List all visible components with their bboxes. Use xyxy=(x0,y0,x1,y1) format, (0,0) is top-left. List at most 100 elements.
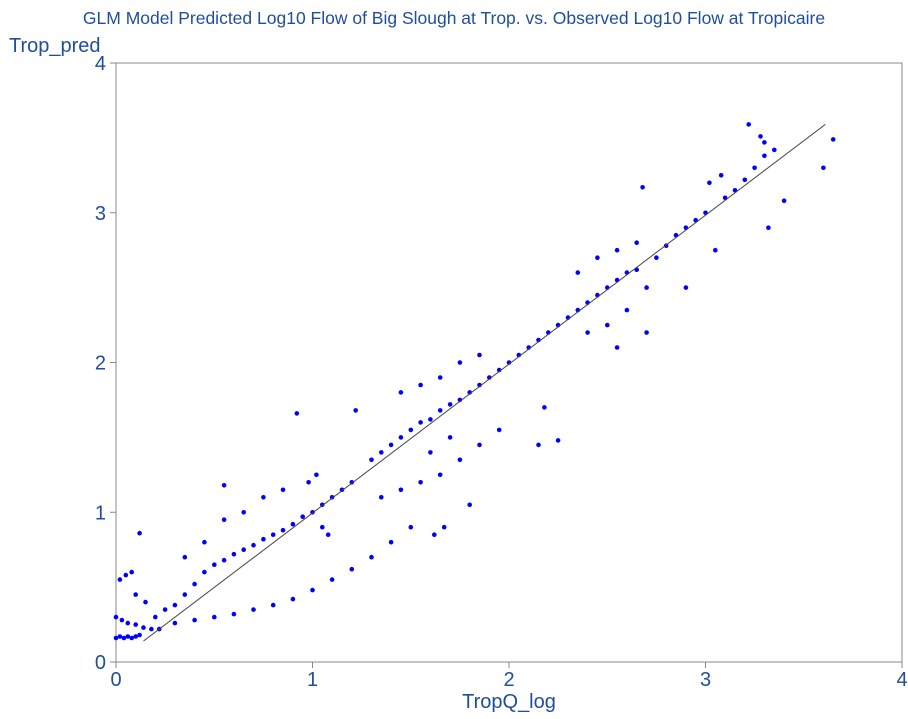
data-point xyxy=(418,480,423,485)
fit-line xyxy=(143,123,826,642)
data-point xyxy=(113,635,119,641)
data-point xyxy=(294,411,300,416)
data-point xyxy=(349,480,355,485)
data-point xyxy=(231,611,237,617)
data-point xyxy=(143,599,148,605)
data-point xyxy=(821,165,826,171)
x-axis-label: TropQ_log xyxy=(462,691,556,713)
data-point xyxy=(231,551,237,557)
data-point xyxy=(290,596,296,602)
data-point xyxy=(585,330,590,335)
data-point xyxy=(418,420,423,425)
data-point xyxy=(605,322,610,328)
data-point xyxy=(280,527,286,533)
data-point xyxy=(192,617,197,623)
data-point xyxy=(117,577,123,582)
data-point xyxy=(379,450,384,455)
data-point xyxy=(129,569,134,575)
data-point xyxy=(300,514,306,519)
data-point xyxy=(388,442,394,448)
data-point xyxy=(555,438,561,443)
data-point xyxy=(683,285,689,290)
data-point xyxy=(261,536,266,542)
data-point xyxy=(742,177,748,183)
y-axis-label: Trop_pred xyxy=(9,35,101,57)
data-point xyxy=(221,557,227,563)
data-points xyxy=(113,122,836,641)
data-point xyxy=(752,165,757,171)
data-point xyxy=(153,614,158,620)
data-point xyxy=(418,382,423,388)
data-point xyxy=(457,457,463,463)
data-point xyxy=(369,554,374,560)
data-point xyxy=(241,547,246,552)
data-point xyxy=(542,405,547,410)
x-tick-label: 3 xyxy=(700,669,711,691)
data-point xyxy=(746,122,751,127)
data-point xyxy=(575,270,581,275)
data-point xyxy=(447,435,453,440)
data-point xyxy=(614,345,620,350)
data-point xyxy=(125,620,131,626)
data-point xyxy=(457,360,463,365)
data-point xyxy=(129,635,134,641)
data-point xyxy=(398,487,404,493)
data-point xyxy=(137,632,142,638)
data-point xyxy=(496,427,502,433)
data-point xyxy=(437,472,443,478)
data-point xyxy=(280,487,286,493)
data-point xyxy=(251,542,256,548)
x-tick-label: 1 xyxy=(307,669,318,691)
data-point xyxy=(477,442,482,448)
data-point xyxy=(172,602,178,608)
data-point xyxy=(212,614,217,620)
data-point xyxy=(398,435,404,440)
data-point xyxy=(408,427,414,433)
data-point xyxy=(830,137,836,142)
data-point xyxy=(707,180,712,186)
data-point xyxy=(654,255,659,260)
data-point xyxy=(353,408,359,413)
data-point xyxy=(595,255,600,260)
data-point xyxy=(432,532,437,537)
data-point xyxy=(141,625,146,630)
data-point xyxy=(349,566,355,572)
data-point xyxy=(137,530,142,536)
data-point xyxy=(182,592,188,597)
data-point xyxy=(117,634,123,639)
data-point xyxy=(270,602,276,608)
data-point xyxy=(379,495,384,500)
data-point xyxy=(314,472,319,478)
data-point xyxy=(408,524,414,530)
data-point xyxy=(123,572,129,578)
data-point xyxy=(320,524,325,530)
chart-title: GLM Model Predicted Log10 Flow of Big Sl… xyxy=(83,8,825,28)
data-point xyxy=(133,622,138,627)
data-point xyxy=(221,483,227,488)
axis-ticks: 0 1 2 3 4 0 1 2 3 4 xyxy=(95,53,908,691)
y-tick-label: 3 xyxy=(95,203,106,225)
data-point xyxy=(202,569,207,575)
data-point xyxy=(441,524,447,530)
data-point xyxy=(310,587,315,593)
data-point xyxy=(398,390,404,395)
data-point xyxy=(766,225,771,230)
data-point xyxy=(192,581,197,587)
data-point xyxy=(290,521,296,527)
data-point xyxy=(644,330,649,335)
data-point xyxy=(149,626,154,632)
data-point xyxy=(388,539,394,545)
data-point xyxy=(447,402,453,407)
data-point xyxy=(133,592,138,597)
data-point xyxy=(369,457,374,463)
data-point xyxy=(251,607,256,612)
data-point xyxy=(758,134,763,139)
y-tick-label: 4 xyxy=(95,53,106,75)
data-point xyxy=(467,502,473,508)
data-point xyxy=(270,532,276,537)
data-point xyxy=(125,634,131,639)
data-point xyxy=(428,417,433,422)
data-point xyxy=(221,517,227,522)
data-point xyxy=(718,173,724,178)
